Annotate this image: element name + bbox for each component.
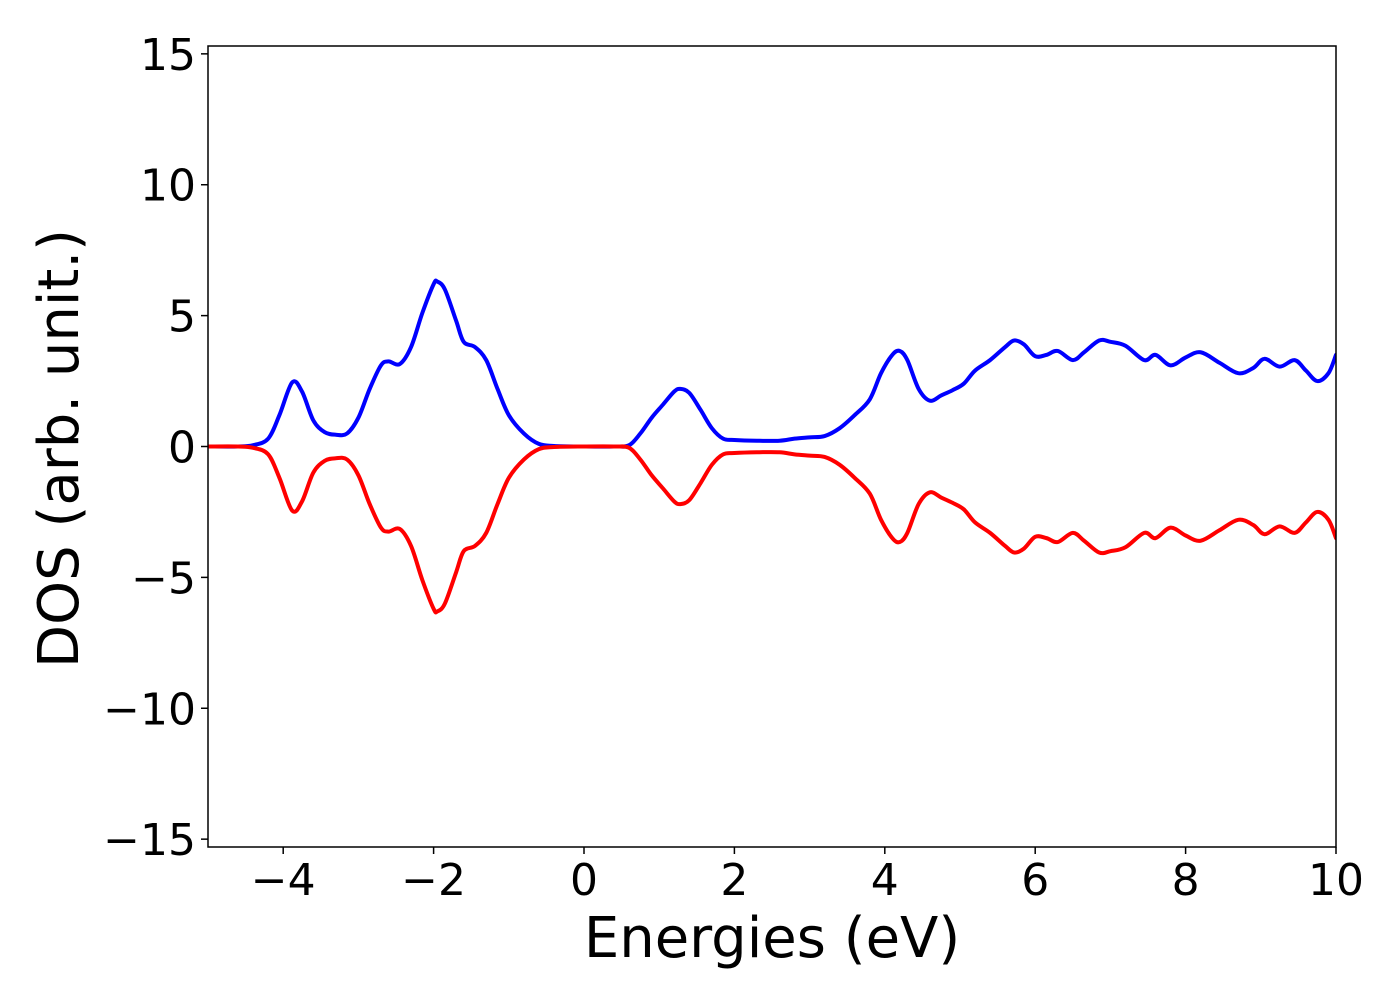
x-axis-label: Energies (eV) [584, 906, 960, 971]
y-tick-label: −15 [103, 815, 196, 866]
x-tick-label: 4 [871, 855, 899, 906]
x-tick-label: 8 [1172, 855, 1200, 906]
y-tick-label: 0 [168, 423, 196, 474]
y-axis-label: DOS (arb. unit.) [27, 229, 92, 668]
x-tick-label: 2 [720, 855, 748, 906]
x-tick-label: 0 [570, 855, 598, 906]
y-tick-label: 10 [140, 161, 196, 212]
x-tick-label: −2 [401, 855, 466, 906]
plot-frame [207, 45, 1337, 848]
y-tick-label: −10 [103, 684, 196, 735]
x-tick-label: 10 [1308, 855, 1364, 906]
dos-series-line-positive [208, 278, 1336, 449]
x-tick-label: 6 [1021, 855, 1049, 906]
x-axis-ticks: −4 −2 0 2 4 6 8 10 [251, 847, 1364, 906]
y-axis-ticks: −15 −10 −5 0 5 10 15 [103, 30, 208, 866]
y-tick-label: 5 [168, 292, 196, 343]
dos-series-line-negative [208, 444, 1336, 615]
x-tick-label: −4 [251, 855, 316, 906]
y-tick-label: −5 [131, 553, 196, 604]
plot-area [208, 278, 1336, 615]
y-tick-label: 15 [140, 30, 196, 81]
